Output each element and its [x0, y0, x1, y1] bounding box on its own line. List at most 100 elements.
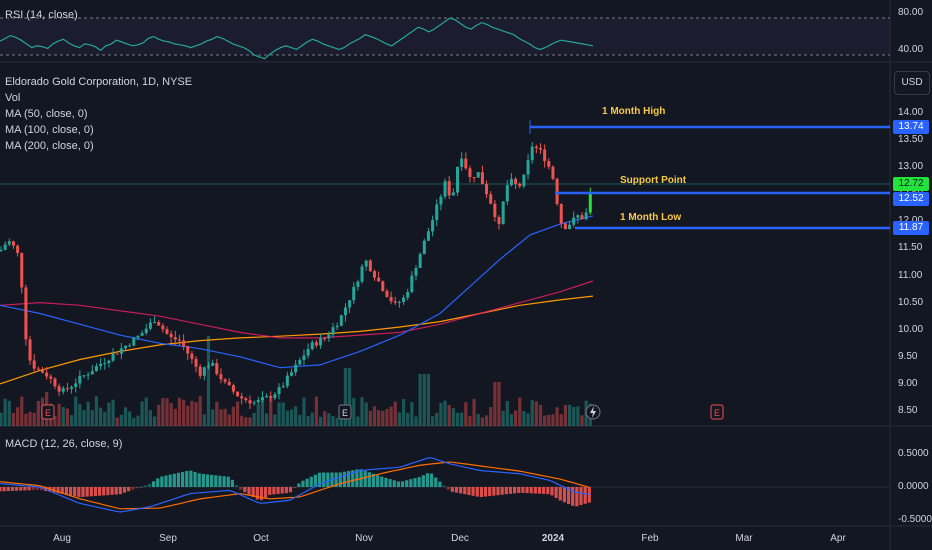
volume-bar: [28, 411, 32, 426]
candle: [476, 172, 480, 178]
candle: [319, 334, 323, 349]
volume-bar: [518, 397, 522, 426]
volume-bar: [285, 410, 289, 426]
rsi-legend[interactable]: RSI (14, close): [5, 9, 78, 21]
macd-histogram-bar: [164, 475, 168, 487]
candle-body: [352, 286, 356, 301]
macd-histogram-bar: [421, 475, 425, 487]
macd-histogram-bar: [434, 477, 438, 487]
volume-bar: [489, 407, 493, 426]
price-tick-label: 10.50: [898, 296, 924, 308]
month-high-annotation[interactable]: 1 Month High: [602, 106, 666, 117]
candle-body: [273, 394, 277, 398]
candle: [534, 144, 538, 154]
volume-bar: [439, 402, 443, 426]
candle-body: [240, 396, 244, 399]
earnings-marker-1[interactable]: E: [41, 404, 55, 420]
candle-body: [265, 396, 269, 398]
macd-histogram-bar: [409, 479, 413, 487]
candle-body: [480, 172, 484, 185]
candle-body: [443, 181, 447, 197]
candle: [82, 375, 86, 378]
dividend-marker[interactable]: [585, 404, 601, 420]
macd-histogram-bar: [222, 476, 226, 487]
ma50-legend[interactable]: MA (50, close, 0): [5, 108, 88, 120]
volume-bar: [551, 414, 555, 426]
vol-legend[interactable]: Vol: [5, 92, 21, 104]
candle: [207, 362, 210, 370]
candle-body: [211, 363, 215, 366]
volume-bar: [61, 407, 65, 426]
candle-body: [190, 353, 194, 359]
volume-bar: [235, 401, 240, 426]
candle-body: [3, 244, 7, 250]
candle: [157, 320, 161, 326]
candle-body: [36, 368, 40, 370]
currency-button[interactable]: USD: [894, 71, 930, 95]
volume-bar: [559, 414, 563, 426]
candle: [397, 300, 401, 308]
candle-body: [215, 363, 219, 375]
candle-body: [28, 339, 32, 361]
macd-histogram-bar: [371, 473, 376, 487]
earnings-marker-2[interactable]: E: [338, 404, 352, 420]
macd-histogram-bar: [19, 487, 23, 491]
volume-bar: [169, 403, 173, 426]
candle: [256, 396, 260, 404]
macd-histogram-bar: [322, 472, 326, 487]
macd-histogram-bar: [276, 487, 280, 494]
earnings-marker-3[interactable]: E: [710, 404, 724, 420]
macd-histogram-bar: [68, 487, 73, 496]
candle: [182, 333, 186, 351]
volume-bar: [393, 401, 397, 426]
candle-body: [244, 398, 248, 401]
volume-bar: [219, 409, 223, 426]
volume-bar: [165, 398, 169, 426]
candle: [406, 288, 410, 301]
month-low-annotation[interactable]: 1 Month Low: [620, 212, 682, 223]
candle-body: [177, 339, 181, 341]
candle-body: [393, 301, 397, 303]
macd-histogram-bar: [176, 472, 181, 487]
macd-histogram-bar: [214, 475, 218, 487]
macd-histogram-bar: [135, 487, 139, 489]
candle-body: [472, 177, 476, 179]
candle: [86, 371, 90, 380]
macd-histogram-bar: [529, 487, 533, 494]
volume-bar: [364, 402, 368, 426]
candle-body: [451, 192, 455, 196]
candle: [94, 363, 98, 372]
volume-bar: [206, 336, 211, 426]
volume-bar: [580, 415, 584, 426]
candle: [580, 212, 584, 220]
volume-bar: [451, 408, 455, 426]
volume-bar: [472, 398, 476, 426]
macd-histogram-bar: [463, 487, 467, 495]
macd-histogram-bar: [205, 474, 210, 487]
candle-body: [485, 184, 489, 195]
candle-body: [236, 391, 240, 397]
symbol-legend[interactable]: Eldorado Gold Corporation, 1D, NYSE: [5, 76, 193, 88]
candle-body: [70, 386, 74, 389]
candle-body: [422, 240, 426, 255]
candle-body: [252, 402, 256, 404]
candle-body: [476, 172, 480, 178]
volume-bar: [32, 412, 36, 426]
support-annotation[interactable]: Support Point: [620, 175, 687, 186]
ma100-legend[interactable]: MA (100, close, 0): [5, 124, 94, 136]
candle-body: [103, 363, 107, 365]
candle: [169, 330, 173, 344]
candle-body: [227, 381, 231, 386]
candle: [219, 368, 223, 384]
ma200-legend[interactable]: MA (200, close, 0): [5, 140, 94, 152]
macd-legend[interactable]: MACD (12, 26, close, 9): [5, 438, 123, 450]
candle-body: [501, 201, 505, 224]
candle-body: [588, 193, 592, 213]
candle: [248, 395, 252, 410]
macd-histogram-bar: [259, 487, 264, 501]
volume-bar: [140, 401, 144, 426]
volume-bar: [368, 410, 372, 426]
candle-body: [539, 148, 542, 150]
volume-bar: [563, 405, 567, 426]
